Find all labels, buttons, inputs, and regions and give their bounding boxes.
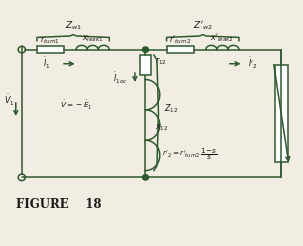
Text: FIGURE    18: FIGURE 18 [16, 198, 101, 211]
Text: $\dot{V}_1$: $\dot{V}_1$ [5, 92, 15, 108]
Bar [275, 64, 288, 162]
Bar [37, 46, 64, 53]
Text: $\dot{V}=-\dot{E}_1$: $\dot{V}=-\dot{E}_1$ [60, 99, 92, 112]
Text: $x_{12}$: $x_{12}$ [155, 123, 169, 133]
Text: $\dot{I}_1$: $\dot{I}_1$ [43, 56, 51, 71]
Circle shape [142, 175, 148, 180]
Text: $Z_{w1}$: $Z_{w1}$ [65, 20, 82, 32]
Bar [167, 46, 194, 53]
Text: $x'_{leak2}$: $x'_{leak2}$ [210, 31, 234, 44]
Text: $r'_{turn2}$: $r'_{turn2}$ [169, 34, 191, 46]
Text: $\dot{I}'_2$: $\dot{I}'_2$ [248, 56, 257, 71]
Text: $Z_{12}$: $Z_{12}$ [165, 103, 179, 115]
Text: $r'_2=r'_{turn2}\,\dfrac{1\!-\!s}{s}$: $r'_2=r'_{turn2}\,\dfrac{1\!-\!s}{s}$ [162, 147, 218, 162]
Text: $\dot{I}_{1oc}$: $\dot{I}_{1oc}$ [113, 70, 127, 86]
Text: $r_{12}$: $r_{12}$ [155, 55, 167, 67]
Text: $Z'_{w2}$: $Z'_{w2}$ [193, 20, 213, 32]
Bar [140, 55, 151, 76]
Circle shape [142, 47, 148, 52]
Text: $x_{leak1}$: $x_{leak1}$ [82, 33, 104, 44]
Text: $r_{turn1}$: $r_{turn1}$ [41, 35, 60, 46]
